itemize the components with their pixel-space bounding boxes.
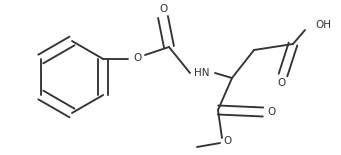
Text: O: O — [277, 78, 285, 88]
Text: O: O — [134, 53, 142, 63]
Text: O: O — [268, 107, 276, 117]
Text: OH: OH — [315, 20, 331, 30]
Text: O: O — [159, 4, 167, 14]
Text: HN: HN — [194, 68, 210, 78]
Text: O: O — [224, 136, 232, 146]
